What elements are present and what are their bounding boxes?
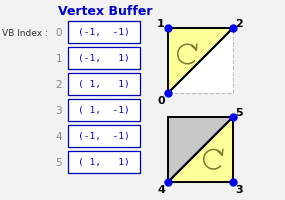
Text: Vertex Buffer: Vertex Buffer <box>58 5 152 18</box>
Text: 1: 1 <box>157 19 165 29</box>
Bar <box>68 100 140 121</box>
Text: ( 1,  -1): ( 1, -1) <box>78 106 130 115</box>
Text: VB Index :: VB Index : <box>2 28 48 37</box>
Text: 2: 2 <box>235 19 243 29</box>
Text: ( 1,   1): ( 1, 1) <box>78 80 130 89</box>
Text: (-1,  -1): (-1, -1) <box>78 132 130 141</box>
Polygon shape <box>168 117 233 182</box>
Bar <box>168 29 233 94</box>
Text: ( 1,   1): ( 1, 1) <box>78 158 130 167</box>
Text: 3: 3 <box>235 184 243 194</box>
Text: (-1,   1): (-1, 1) <box>78 54 130 63</box>
Text: 1: 1 <box>55 54 62 64</box>
Text: 5: 5 <box>235 107 243 117</box>
Text: 0: 0 <box>56 28 62 38</box>
Polygon shape <box>168 29 233 94</box>
Bar <box>68 48 140 70</box>
Polygon shape <box>168 117 233 182</box>
Bar <box>68 151 140 173</box>
Text: 0: 0 <box>157 96 165 105</box>
Text: 3: 3 <box>55 105 62 115</box>
Text: 2: 2 <box>55 80 62 90</box>
Text: 4: 4 <box>157 184 165 194</box>
Bar <box>168 117 233 182</box>
Bar <box>68 125 140 147</box>
Bar <box>68 22 140 44</box>
Text: (-1,  -1): (-1, -1) <box>78 28 130 37</box>
Text: 5: 5 <box>55 157 62 167</box>
Text: 4: 4 <box>55 131 62 141</box>
Bar <box>68 74 140 96</box>
